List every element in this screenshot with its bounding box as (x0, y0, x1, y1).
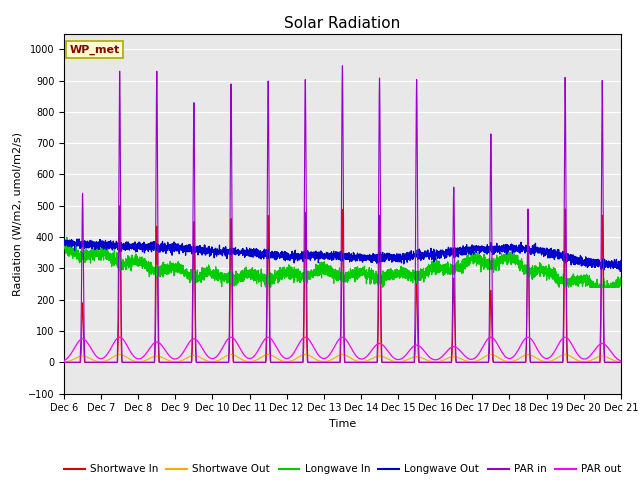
Legend: Shortwave In, Shortwave Out, Longwave In, Longwave Out, PAR in, PAR out: Shortwave In, Shortwave Out, Longwave In… (60, 460, 625, 479)
Y-axis label: Radiation (W/m2, umol/m2/s): Radiation (W/m2, umol/m2/s) (12, 132, 22, 296)
Text: WP_met: WP_met (70, 44, 120, 55)
X-axis label: Time: Time (329, 419, 356, 429)
Title: Solar Radiation: Solar Radiation (284, 16, 401, 31)
